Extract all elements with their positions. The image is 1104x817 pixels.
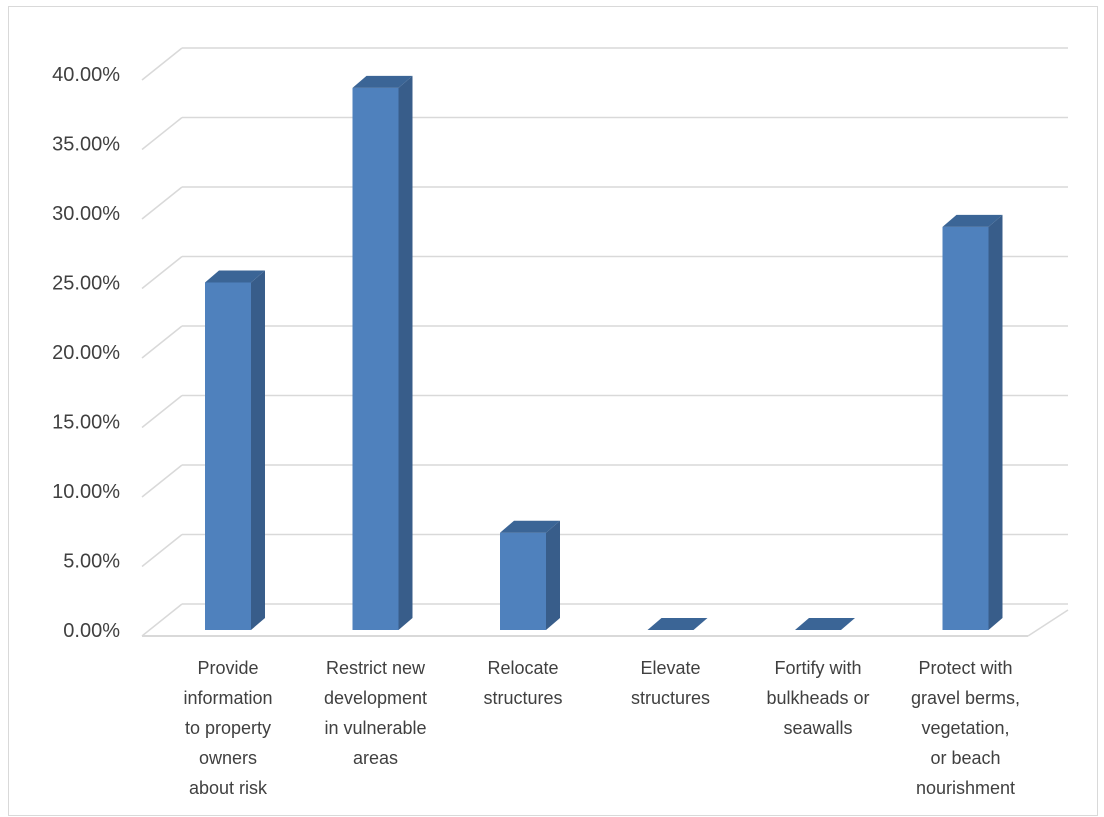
x-category-label: Relocate structures [483, 658, 562, 708]
gridline-side [141, 464, 183, 498]
y-tick-label: 35.00% [52, 134, 120, 156]
bar-front [352, 87, 399, 630]
y-tick-label: 20.00% [52, 342, 120, 364]
x-axis-labels: Provide information to property owners about… [183, 658, 1020, 798]
bar [352, 75, 413, 630]
x-category-label: Restrict new development in vulnerable area… [324, 658, 427, 768]
x-category-label: Provide information to property owners about… [183, 658, 272, 798]
bar-top [500, 520, 560, 533]
y-tick-label: 15.00% [52, 412, 120, 434]
y-tick-label: 0.00% [63, 620, 120, 642]
chart-frame [8, 6, 1098, 816]
bar-side [398, 75, 413, 630]
bar-front [942, 226, 989, 630]
bar-top [352, 75, 413, 88]
y-axis-ticks: 0.00% 5.00% 10.00% 15.00% 20.00% 25.00% 30.00%… [52, 64, 120, 642]
floor-edge-right [1027, 609, 1069, 637]
bar-front [500, 532, 546, 630]
bar-top [942, 214, 1003, 227]
gridline-side [141, 47, 183, 81]
x-category-label: Protect with gravel berms, vegetation, or b… [911, 658, 1020, 798]
gridline-side [141, 603, 183, 637]
x-category-label: Elevate structures [631, 658, 710, 708]
gridline-side [141, 394, 183, 429]
bar-side [988, 214, 1003, 630]
y-tick-label: 25.00% [52, 273, 120, 295]
bar-front [205, 282, 251, 630]
bar-top [205, 270, 265, 283]
bar [205, 270, 265, 630]
gridline-side [141, 533, 183, 568]
bar-top [795, 618, 855, 630]
gridline-side [141, 325, 183, 359]
y-tick-label: 10.00% [52, 481, 120, 503]
bar-top [647, 618, 708, 630]
y-tick-label: 40.00% [52, 64, 120, 86]
x-category-label: Fortify with bulkheads or seawalls [766, 658, 869, 738]
bar [647, 618, 708, 630]
bar [500, 520, 560, 630]
bar-side [251, 270, 265, 630]
bars [205, 75, 1003, 630]
gridline-side [141, 255, 183, 290]
y-tick-label: 5.00% [63, 551, 120, 573]
gridlines [141, 47, 1069, 637]
bar [942, 214, 1003, 630]
y-tick-label: 30.00% [52, 203, 120, 225]
bar [795, 618, 855, 630]
bar-side [546, 520, 560, 630]
gridline-side [141, 116, 183, 151]
gridline-side [141, 186, 183, 220]
